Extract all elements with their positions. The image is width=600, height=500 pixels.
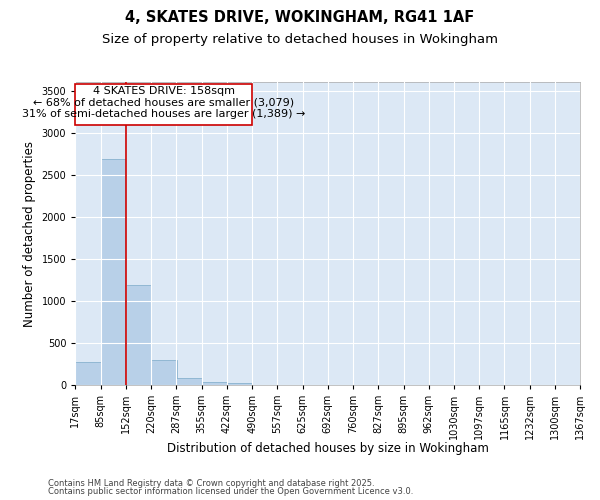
Bar xyxy=(151,360,176,384)
Text: ← 68% of detached houses are smaller (3,079): ← 68% of detached houses are smaller (3,… xyxy=(33,98,294,108)
Bar xyxy=(202,382,227,384)
Text: 31% of semi-detached houses are larger (1,389) →: 31% of semi-detached houses are larger (… xyxy=(22,108,305,118)
Bar xyxy=(126,285,151,384)
X-axis label: Distribution of detached houses by size in Wokingham: Distribution of detached houses by size … xyxy=(167,442,488,455)
Y-axis label: Number of detached properties: Number of detached properties xyxy=(23,140,36,326)
Bar xyxy=(101,159,126,384)
Text: Contains HM Land Registry data © Crown copyright and database right 2025.: Contains HM Land Registry data © Crown c… xyxy=(48,478,374,488)
Bar xyxy=(227,383,252,384)
Bar xyxy=(75,362,101,384)
Text: 4, SKATES DRIVE, WOKINGHAM, RG41 1AF: 4, SKATES DRIVE, WOKINGHAM, RG41 1AF xyxy=(125,10,475,25)
FancyBboxPatch shape xyxy=(75,84,252,125)
Text: 4 SKATES DRIVE: 158sqm: 4 SKATES DRIVE: 158sqm xyxy=(92,86,235,97)
Text: Size of property relative to detached houses in Wokingham: Size of property relative to detached ho… xyxy=(102,32,498,46)
Text: Contains public sector information licensed under the Open Government Licence v3: Contains public sector information licen… xyxy=(48,487,413,496)
Bar xyxy=(176,378,202,384)
